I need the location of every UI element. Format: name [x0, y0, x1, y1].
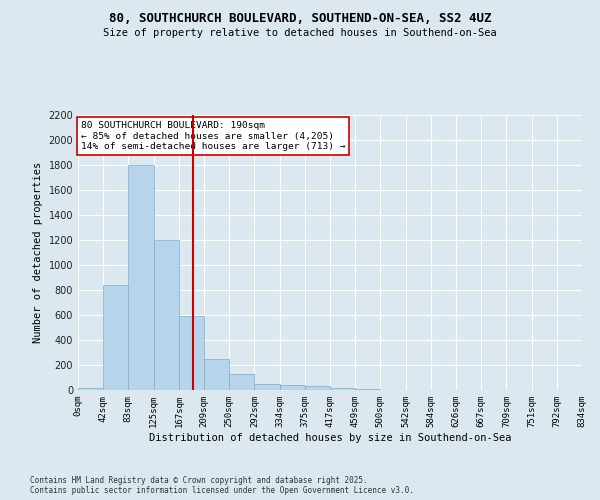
Bar [154, 240, 179, 390]
Bar [280, 385, 305, 390]
Bar [229, 374, 254, 390]
Bar [103, 285, 128, 390]
Bar [330, 388, 355, 390]
Bar [128, 165, 154, 390]
Text: Size of property relative to detached houses in Southend-on-Sea: Size of property relative to detached ho… [103, 28, 497, 38]
Text: 80, SOUTHCHURCH BOULEVARD, SOUTHEND-ON-SEA, SS2 4UZ: 80, SOUTHCHURCH BOULEVARD, SOUTHEND-ON-S… [109, 12, 491, 26]
Text: 80 SOUTHCHURCH BOULEVARD: 190sqm
← 85% of detached houses are smaller (4,205)
14: 80 SOUTHCHURCH BOULEVARD: 190sqm ← 85% o… [81, 121, 346, 151]
Text: Contains HM Land Registry data © Crown copyright and database right 2025.
Contai: Contains HM Land Registry data © Crown c… [30, 476, 414, 495]
Bar [254, 384, 280, 390]
Bar [179, 316, 205, 390]
X-axis label: Distribution of detached houses by size in Southend-on-Sea: Distribution of detached houses by size … [149, 432, 511, 442]
Bar [78, 388, 103, 390]
Y-axis label: Number of detached properties: Number of detached properties [33, 162, 43, 343]
Bar [205, 359, 229, 390]
Bar [305, 386, 330, 390]
